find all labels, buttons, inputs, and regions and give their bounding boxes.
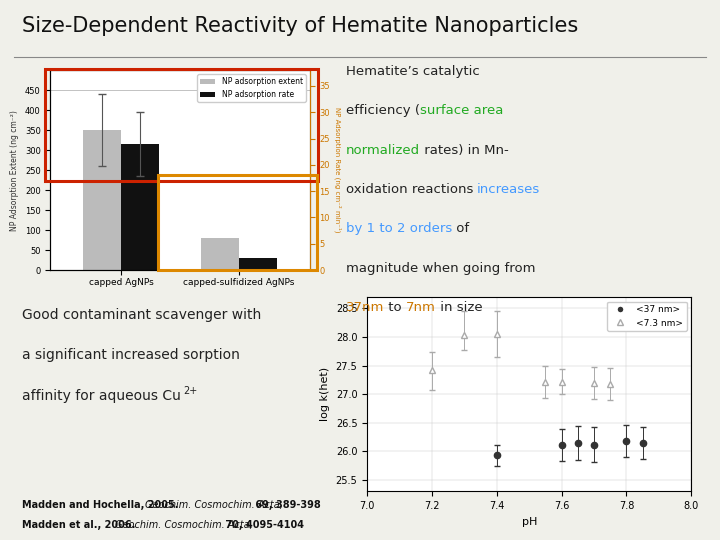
Text: Madden and Hochella, 2005.: Madden and Hochella, 2005. [22,500,181,510]
Text: efficiency (: efficiency ( [346,104,420,117]
Text: 70, 4095-4104: 70, 4095-4104 [222,520,304,530]
Text: magnitude when going from: magnitude when going from [346,262,535,275]
Text: oxidation reactions: oxidation reactions [346,183,477,196]
Bar [201,238,239,270]
Text: 69, 389-398: 69, 389-398 [252,500,320,510]
Y-axis label: NP Adsorption Extent (ng cm⁻²): NP Adsorption Extent (ng cm⁻²) [10,110,19,231]
Text: Madden et al., 2006.: Madden et al., 2006. [22,520,138,530]
Y-axis label: NP Adsorption Rate (ng cm⁻² min⁻¹): NP Adsorption Rate (ng cm⁻² min⁻¹) [333,107,341,233]
Bar [84,130,121,270]
Y-axis label: log k(het): log k(het) [320,367,330,421]
Text: a significant increased sorption: a significant increased sorption [22,348,240,362]
Text: by 1 to 2 orders: by 1 to 2 orders [346,222,452,235]
Text: of: of [452,222,469,235]
Text: rates) in Mn-: rates) in Mn- [420,144,508,157]
Bar [239,258,276,270]
X-axis label: pH: pH [521,517,537,526]
Bar [121,144,159,270]
Text: normalized: normalized [346,144,420,157]
Text: 7nm: 7nm [406,301,436,314]
Text: 2+: 2+ [184,386,198,396]
Text: Geochim. Cosmochim. Acta,: Geochim. Cosmochim. Acta, [115,520,253,530]
Legend: NP adsorption extent, NP adsorption rate: NP adsorption extent, NP adsorption rate [197,74,306,102]
Text: affinity for aqueous Cu: affinity for aqueous Cu [22,389,181,403]
Text: in size: in size [436,301,482,314]
Text: surface area: surface area [420,104,503,117]
Text: Good contaminant scavenger with: Good contaminant scavenger with [22,308,261,322]
Text: Geochim. Cosmochim. Acta,: Geochim. Cosmochim. Acta, [145,500,283,510]
Text: 37nm: 37nm [346,301,384,314]
Text: Size-Dependent Reactivity of Hematite Nanoparticles: Size-Dependent Reactivity of Hematite Na… [22,16,578,36]
Text: to: to [384,301,406,314]
Legend: <37 nm>, <7.3 nm>: <37 nm>, <7.3 nm> [607,301,687,331]
Text: increases: increases [477,183,541,196]
Text: Hematite’s catalytic: Hematite’s catalytic [346,65,480,78]
